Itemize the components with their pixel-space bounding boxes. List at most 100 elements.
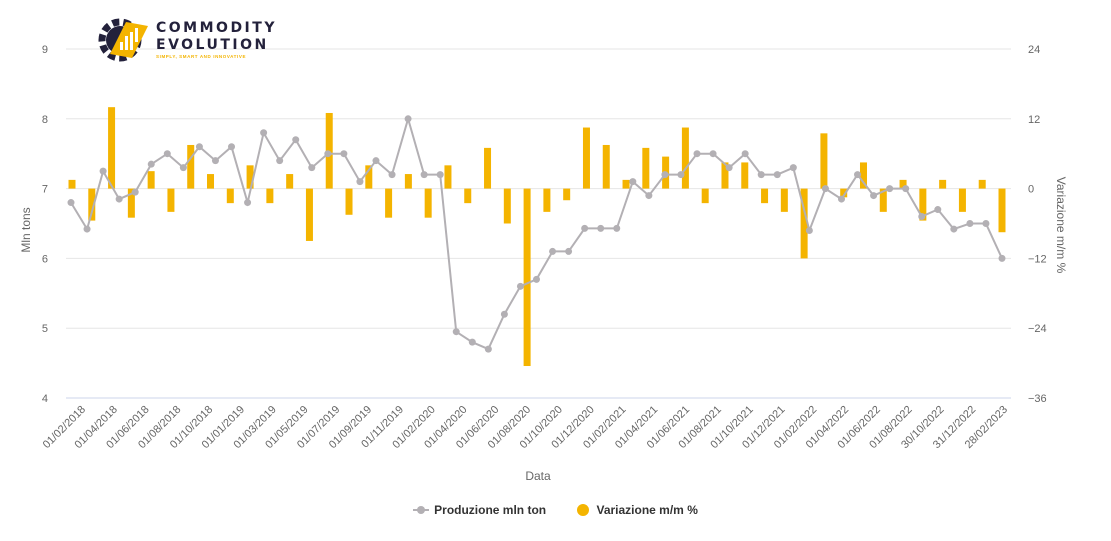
point (404, 115, 412, 123)
bar (879, 188, 887, 212)
logo-wordmark: COMMODITY EVOLUTION (156, 20, 277, 54)
point (966, 220, 974, 227)
bar (761, 188, 769, 204)
point (115, 195, 123, 203)
point (516, 282, 524, 290)
bar (622, 179, 630, 189)
y-axis-left: 4 5 6 7 8 9 (42, 44, 48, 405)
point (244, 199, 252, 207)
bar (563, 188, 571, 201)
point (870, 192, 878, 200)
y-left-tick-label: 8 (42, 114, 48, 126)
bar (582, 127, 590, 189)
point (292, 136, 300, 144)
line-series-produzione (67, 115, 1006, 353)
point (597, 224, 605, 232)
bar (503, 188, 511, 224)
point (549, 247, 557, 255)
point (468, 338, 476, 346)
bar (958, 188, 966, 212)
point (565, 247, 573, 255)
point (388, 171, 396, 179)
bar (424, 188, 432, 218)
point (613, 224, 621, 232)
point (372, 157, 380, 165)
bar (108, 107, 116, 189)
point (356, 178, 364, 186)
bar (721, 162, 729, 189)
x-axis-title: Data (525, 469, 551, 483)
bar (642, 147, 650, 189)
bar (681, 127, 689, 189)
bar (88, 188, 96, 221)
bar (543, 188, 551, 212)
bar (820, 133, 828, 189)
point (693, 150, 701, 158)
point (436, 171, 444, 179)
y-axis-right: −36 −24 −12 0 12 24 (1028, 44, 1047, 405)
gridlines (66, 48, 1011, 399)
point (276, 157, 284, 165)
bar (207, 174, 215, 189)
series-line (70, 115, 1003, 351)
point (581, 224, 589, 232)
point (308, 164, 316, 172)
legend-item-produzione[interactable]: Produzione mln ton (413, 503, 546, 517)
bar (68, 179, 76, 189)
bar (464, 188, 472, 204)
bar-series-variazione (68, 107, 1006, 367)
bar-dot-icon (577, 504, 590, 516)
point (821, 185, 829, 193)
y-right-tick-label: 12 (1028, 114, 1040, 126)
y-right-tick-label: 0 (1028, 184, 1034, 196)
bar (741, 162, 749, 189)
point (934, 206, 942, 214)
point (741, 150, 749, 158)
point (163, 150, 171, 158)
point (99, 167, 107, 175)
bar (187, 144, 195, 189)
point (324, 150, 332, 158)
point (886, 185, 894, 193)
gear-chart-logo-icon (98, 18, 148, 62)
point (677, 171, 685, 179)
y-right-tick-label: 24 (1028, 44, 1040, 56)
y-left-tick-label: 4 (42, 393, 48, 405)
point (147, 160, 155, 168)
bar (523, 188, 531, 367)
y-left-tick-label: 9 (42, 44, 48, 56)
logo-tagline: SIMPLY, SMART AND INNOVATIVE (156, 54, 247, 59)
bar (998, 188, 1006, 233)
bar (899, 179, 907, 189)
bar (859, 162, 867, 189)
bar (444, 165, 452, 189)
bar (385, 188, 393, 218)
bar (286, 174, 294, 189)
logo-line-commodity: COMMODITY (156, 20, 277, 36)
point (725, 164, 733, 172)
legend-label-variazione: Variazione m/m % (596, 503, 698, 517)
bar (266, 188, 274, 204)
y-axis-left-title: Mln tons (19, 207, 33, 252)
point (533, 275, 540, 283)
bar (701, 188, 709, 204)
chart-legend: Produzione mln ton Variazione m/m % (0, 503, 1111, 519)
x-axis: 01/02/201801/04/201801/06/201801/08/2018… (41, 397, 1011, 451)
y-axis-right-title: Variazione m/m % (1054, 177, 1068, 274)
y-right-tick-label: −12 (1028, 253, 1047, 265)
bar (226, 188, 234, 204)
bar (305, 188, 313, 241)
bar (800, 188, 808, 259)
point (195, 143, 203, 151)
point (709, 150, 717, 158)
legend-item-variazione[interactable]: Variazione m/m % (577, 503, 698, 517)
point (131, 188, 139, 196)
bar (484, 147, 492, 189)
y-left-tick-label: 5 (42, 323, 48, 335)
point (83, 225, 91, 233)
point (773, 171, 781, 179)
point (179, 164, 187, 172)
bar (602, 144, 610, 189)
point (260, 129, 268, 137)
